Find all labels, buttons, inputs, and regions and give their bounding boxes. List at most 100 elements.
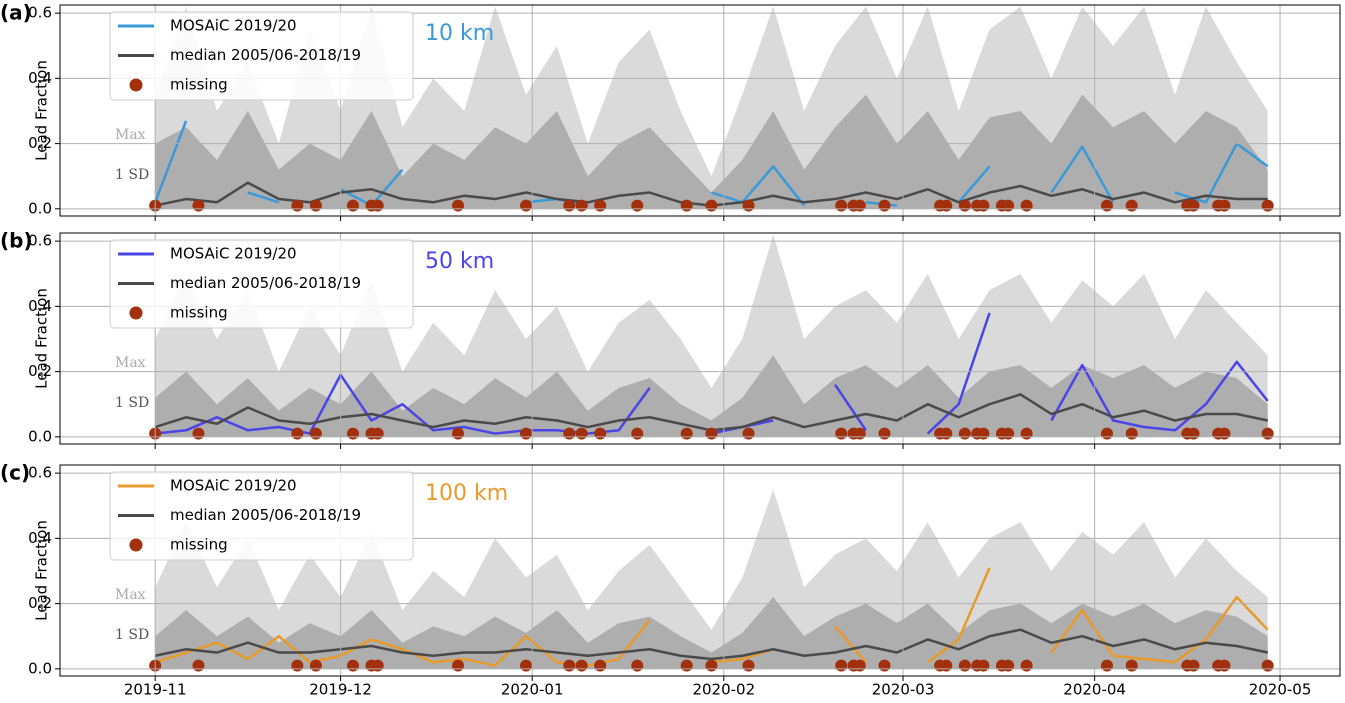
series-line: [154, 567, 1269, 667]
legend-point: [129, 306, 143, 320]
missing-point: [1125, 427, 1138, 440]
missing-point: [452, 659, 465, 672]
y-tick-label: 0.4: [28, 297, 52, 315]
y-axis-label: Lead Fraction: [33, 60, 51, 161]
missing-point: [680, 659, 693, 672]
missing-point: [631, 199, 644, 212]
missing-point: [977, 199, 990, 212]
missing-point: [977, 659, 990, 672]
panel-label: (c): [0, 461, 30, 485]
y-tick-label: 0.2: [28, 134, 52, 152]
axes-frame: [59, 464, 1341, 677]
legend-label: missing: [170, 304, 228, 322]
missing-point: [575, 659, 588, 672]
missing-point: [835, 199, 848, 212]
y-tick-label: 0.6: [28, 464, 52, 482]
missing-point: [878, 427, 891, 440]
missing-point: [371, 199, 384, 212]
legend-label: MOSAiC 2019/20: [170, 245, 297, 263]
missing-point: [1187, 427, 1200, 440]
missing-point: [878, 659, 891, 672]
missing-point: [291, 199, 304, 212]
missing-point: [346, 199, 359, 212]
x-tick-label: 2020-03: [872, 681, 935, 699]
y-axis-label: Lead Fraction: [33, 288, 51, 389]
missing-point: [1002, 199, 1015, 212]
missing-point: [742, 659, 755, 672]
missing-point: [1100, 427, 1113, 440]
y-tick-label: 0.6: [28, 232, 52, 250]
missing-point: [1187, 659, 1200, 672]
missing-point: [520, 659, 533, 672]
missing-point: [1020, 659, 1033, 672]
band-area: [155, 597, 1268, 669]
band-label: 1 SD: [115, 395, 149, 411]
missing-point: [631, 659, 644, 672]
missing-point: [1020, 427, 1033, 440]
missing-point: [680, 199, 693, 212]
missing-point: [940, 427, 953, 440]
missing-point: [1261, 427, 1274, 440]
missing-point: [705, 427, 718, 440]
missing-point: [371, 427, 384, 440]
axes-frame: [59, 232, 1341, 445]
missing-point: [958, 199, 971, 212]
x-tick-label: 2019-12: [309, 681, 372, 699]
missing-point: [192, 427, 205, 440]
band-label: Max: [115, 355, 146, 371]
y-tick-label: 0.6: [28, 4, 52, 22]
missing-point: [853, 427, 866, 440]
missing-point: [520, 427, 533, 440]
band-label: Max: [115, 587, 146, 603]
legend-point: [129, 78, 143, 92]
missing-point: [291, 427, 304, 440]
missing-point: [940, 199, 953, 212]
y-tick-label: 0.0: [28, 427, 52, 445]
missing-point: [594, 427, 607, 440]
legend-box: [109, 11, 414, 101]
missing-point: [575, 427, 588, 440]
x-tick-label: 2020-05: [1249, 681, 1312, 699]
missing-point: [1218, 427, 1231, 440]
missing-point: [309, 659, 322, 672]
missing-point: [1020, 199, 1033, 212]
legend-point: [129, 538, 143, 552]
y-tick-label: 0.4: [28, 529, 52, 547]
missing-point: [346, 427, 359, 440]
missing-point: [1100, 659, 1113, 672]
missing-point: [563, 427, 576, 440]
annotation: 100 km: [425, 481, 508, 506]
panel-label: (a): [0, 1, 32, 25]
missing-point: [452, 199, 465, 212]
missing-point: [878, 199, 891, 212]
x-tick-label: 2020-01: [501, 681, 564, 699]
legend-label: median 2005/06-2018/19: [170, 274, 361, 292]
missing-point: [563, 659, 576, 672]
missing-point: [1261, 199, 1274, 212]
missing-point: [853, 659, 866, 672]
plot-area: [149, 489, 1274, 672]
y-tick-label: 0.4: [28, 69, 52, 87]
axes-frame: [59, 4, 1341, 217]
panel-label: (b): [0, 229, 33, 253]
y-tick-label: 0.0: [28, 199, 52, 217]
missing-point: [1125, 199, 1138, 212]
missing-point: [291, 659, 304, 672]
missing-point: [192, 199, 205, 212]
missing-point: [563, 199, 576, 212]
missing-point: [705, 659, 718, 672]
legend-box: [109, 471, 414, 561]
missing-point: [958, 427, 971, 440]
x-tick-label: 2019-11: [124, 681, 187, 699]
annotation: 10 km: [425, 21, 494, 46]
y-tick-label: 0.2: [28, 594, 52, 612]
legend-label: MOSAiC 2019/20: [170, 477, 297, 495]
y-axis-label: Lead Fraction: [33, 520, 51, 621]
missing-point: [1100, 199, 1113, 212]
missing-point: [192, 659, 205, 672]
missing-point: [835, 427, 848, 440]
band-area: [155, 355, 1268, 437]
x-tick-label: 2020-02: [692, 681, 755, 699]
legend-label: median 2005/06-2018/19: [170, 506, 361, 524]
